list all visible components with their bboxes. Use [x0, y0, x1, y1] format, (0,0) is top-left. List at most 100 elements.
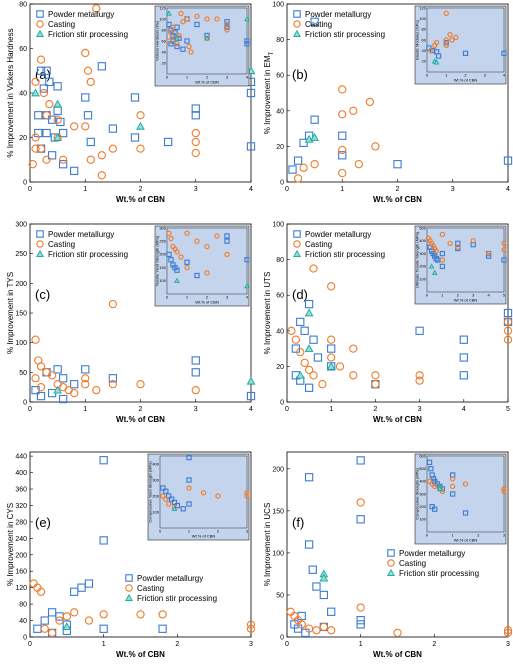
- y-axis-label: % Improvement in TYS: [6, 272, 15, 354]
- inset-data-point-ca: [443, 42, 449, 48]
- inset-y-tick-label: 200: [159, 252, 166, 257]
- data-point-ca: [136, 144, 145, 153]
- data-point-ca: [92, 4, 101, 13]
- panel-label: (f): [292, 515, 304, 530]
- y-tick-label: 20: [276, 144, 284, 151]
- x-tick-label: 1: [359, 641, 363, 648]
- inset-data-point-pm: [168, 257, 174, 263]
- inset-data-point-fs: [204, 35, 210, 41]
- data-point-fs: [53, 99, 62, 108]
- inset-y-tick-label: 300: [419, 251, 426, 256]
- inset-data-point-pm: [485, 253, 492, 259]
- inset-data-point-fs: [171, 505, 178, 511]
- data-point-ca: [318, 380, 327, 389]
- data-point-ca: [393, 628, 402, 637]
- legend-marker-pm: [293, 230, 301, 238]
- inset-data-point-pm: [439, 250, 446, 257]
- y-tick-label: 100: [272, 2, 284, 9]
- inset-x-axis-label: Wt.% of CBN: [454, 78, 478, 83]
- y-tick-label: 100: [272, 550, 284, 557]
- inset-x-tick-label: 3: [246, 529, 249, 534]
- data-point-pm: [84, 579, 94, 588]
- inset-data-point-pm: [244, 257, 250, 263]
- x-tick-label: 0: [285, 406, 289, 413]
- legend-marker-fs: [387, 568, 395, 577]
- data-point-fs: [136, 121, 145, 130]
- y-tick-label: 150: [15, 311, 27, 318]
- data-point-ca: [70, 388, 79, 398]
- data-point-ca: [84, 616, 94, 625]
- y-tick-label: 300: [15, 222, 27, 229]
- data-point-fs: [310, 132, 319, 141]
- inset-x-tick-label: 2: [206, 295, 209, 300]
- inset-y-axis-label: Compressive Yield Strength (MPa): [148, 461, 153, 523]
- data-point-pm: [246, 142, 256, 151]
- y-tick-label: 0: [23, 400, 27, 407]
- y-tick-label: 250: [15, 251, 27, 258]
- data-point-pm: [99, 624, 108, 633]
- y-tick-label: 80: [276, 37, 284, 44]
- inset-data-point-pm: [224, 233, 230, 239]
- data-point-pm: [47, 115, 57, 124]
- x-tick-label: 3: [249, 641, 253, 648]
- data-point-ca: [327, 353, 336, 362]
- y-tick-label: 60: [276, 73, 284, 80]
- inset-y-tick-label: 80: [422, 27, 427, 32]
- plot-frame: [29, 451, 252, 638]
- inset-x-tick-label: 1: [186, 295, 189, 300]
- legend-marker-fs: [293, 249, 301, 258]
- inset-data-point-fs: [174, 277, 180, 283]
- x-tick-label: 3: [451, 186, 455, 193]
- inset-y-tick-label: 100: [152, 509, 159, 514]
- data-point-ca: [42, 155, 51, 164]
- data-point-fs: [62, 622, 72, 631]
- y-axis-label: % Improvement in UTS: [263, 272, 272, 355]
- inset-data-point-ca: [501, 488, 507, 495]
- inset-y-tick-label: 500: [419, 225, 426, 230]
- inset-data-point-ca: [178, 10, 184, 17]
- inset-y-tick-label: 400: [152, 461, 159, 466]
- data-point-ca: [503, 628, 513, 637]
- data-point-pm: [338, 131, 347, 140]
- data-point-ca: [191, 148, 200, 158]
- data-point-ca: [47, 628, 57, 638]
- inset-y-tick-label: 40: [422, 48, 427, 53]
- y-tick-label: 100: [272, 222, 284, 229]
- inset-data-point-ca: [450, 483, 456, 490]
- data-point-ca: [81, 374, 90, 383]
- x-tick-label: 3: [506, 641, 510, 648]
- data-point-pm: [327, 344, 336, 353]
- y-tick-label: 80: [19, 602, 27, 609]
- data-point-fs: [319, 573, 329, 582]
- inset-data-point-fs: [244, 15, 250, 22]
- data-point-ca: [356, 498, 365, 507]
- data-point-pm: [327, 607, 336, 616]
- inset-frame: [414, 225, 507, 305]
- inset-data-point-ca: [160, 493, 166, 499]
- inset-data-point-ca: [224, 21, 230, 28]
- inset-data-point-ca: [501, 240, 507, 247]
- data-point-pm: [356, 515, 365, 524]
- inset-x-tick-label: 0: [166, 75, 169, 80]
- data-point-fs: [326, 361, 336, 370]
- inset-x-tick-label: 1: [441, 293, 444, 298]
- data-point-ca: [53, 115, 62, 124]
- data-point-pm: [47, 608, 57, 617]
- inset-data-point-pm: [244, 38, 250, 44]
- inset-data-point-pm: [433, 256, 439, 262]
- data-point-ca: [108, 380, 118, 389]
- inset-y-axis-label: Tensile Yield Strength (MPa): [155, 235, 160, 286]
- legend-marker-ca: [387, 559, 395, 567]
- data-point-ca: [36, 144, 46, 153]
- data-point-ca: [36, 55, 46, 64]
- inset-y-tick-label: 60: [422, 37, 427, 42]
- inset-y-tick-label: 80: [162, 27, 167, 32]
- legend-label-fs: Friction stir processing: [48, 30, 128, 39]
- inset-y-tick-label: 100: [419, 517, 426, 522]
- y-tick-label: 200: [272, 466, 284, 473]
- inset-data-point-pm: [166, 251, 172, 258]
- data-point-pm: [42, 66, 51, 75]
- inset-x-tick-label: 2: [217, 529, 220, 534]
